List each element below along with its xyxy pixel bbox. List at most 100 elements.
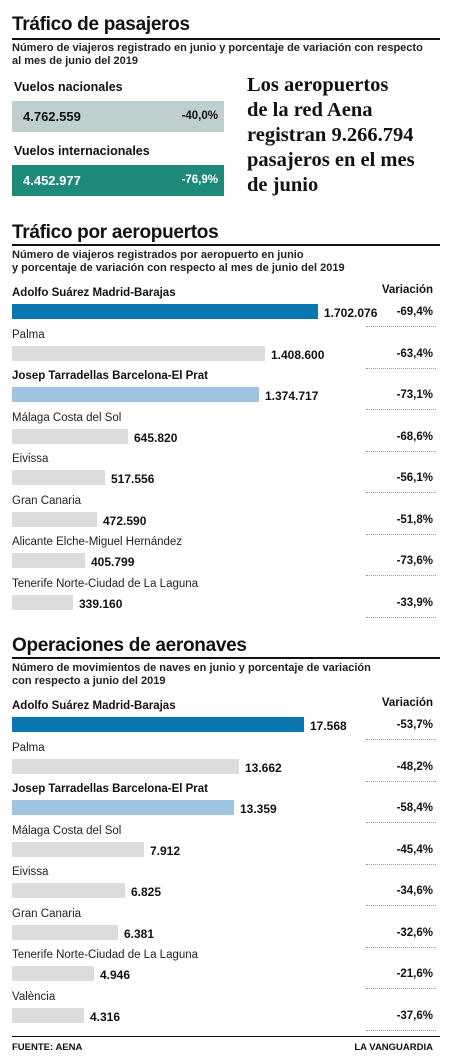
bar-value-label: 7.912 bbox=[150, 843, 181, 858]
bar bbox=[12, 758, 239, 774]
bar-label: Alicante Elche-Miguel Hernández bbox=[12, 536, 183, 548]
bar bbox=[12, 594, 73, 610]
row-separator bbox=[366, 988, 436, 989]
bar-value-label: 472.590 bbox=[103, 513, 147, 528]
section2-subtitle-line2: y porcentaje de variación con respecto a… bbox=[12, 262, 345, 274]
bar-value-label: 405.799 bbox=[91, 555, 135, 569]
bar-value-label: 1.374.717 bbox=[265, 389, 319, 403]
headline-line: de junio bbox=[247, 174, 319, 196]
nacionales-label: Vuelos nacionales bbox=[14, 80, 123, 94]
row-separator bbox=[366, 326, 436, 327]
bar-label: Eivissa bbox=[12, 453, 49, 465]
bar-value-label: 4.316 bbox=[90, 1009, 121, 1024]
bar bbox=[12, 428, 128, 444]
bar bbox=[12, 966, 94, 981]
bar bbox=[12, 1007, 84, 1023]
variation-label: -45,4% bbox=[396, 843, 433, 856]
variation-label: -51,8% bbox=[396, 513, 433, 526]
variation-label: -32,6% bbox=[396, 926, 433, 939]
headline-line: registran 9.266.794 bbox=[247, 124, 414, 146]
bar bbox=[12, 470, 105, 485]
row-separator bbox=[366, 863, 436, 865]
bar-label: Adolfo Suárez Madrid-Barajas bbox=[12, 700, 176, 712]
variation-label: -69,4% bbox=[396, 306, 433, 318]
bar-label: Gran Canaria bbox=[12, 907, 82, 920]
internacionales-pct: -76,9% bbox=[181, 174, 218, 186]
bar bbox=[12, 345, 265, 361]
section2-subtitle-line1: Número de viajeros registrados por aerop… bbox=[12, 249, 304, 261]
bar-label: Tenerife Norte-Ciudad de La Laguna bbox=[12, 949, 199, 961]
bar-label: Gran Canaria bbox=[12, 494, 82, 507]
bar bbox=[12, 304, 318, 319]
bar bbox=[12, 553, 85, 568]
bar-value-label: 517.556 bbox=[111, 472, 155, 486]
bar bbox=[12, 883, 125, 898]
variation-label: -53,7% bbox=[396, 719, 433, 731]
bar bbox=[12, 717, 304, 732]
row-separator bbox=[366, 450, 436, 452]
section3-rule bbox=[12, 657, 440, 659]
bar bbox=[12, 511, 97, 527]
variation-label: -33,9% bbox=[396, 596, 433, 609]
headline: Los aeropuertos de la red Aena registran… bbox=[247, 73, 415, 198]
row-separator bbox=[366, 946, 436, 948]
bar bbox=[12, 387, 259, 402]
bar-value-label: 17.568 bbox=[310, 719, 347, 733]
bar-label: Josep Tarradellas Barcelona-El Prat bbox=[12, 783, 209, 795]
nacionales-value: 4.762.559 bbox=[23, 109, 81, 124]
nacionales-box: 4.762.559 -40,0% bbox=[12, 101, 224, 132]
bar-label: València bbox=[12, 990, 56, 1003]
bar-value-label: 13.359 bbox=[240, 802, 277, 816]
internacionales-box: 4.452.977 -76,9% bbox=[12, 165, 224, 196]
bar bbox=[12, 841, 144, 857]
section3-title: Operaciones de aeronaves bbox=[12, 635, 247, 656]
bar-label: Adolfo Suárez Madrid-Barajas bbox=[12, 287, 176, 299]
bar-label: Palma bbox=[12, 741, 45, 754]
section1-rule bbox=[12, 38, 440, 40]
row-separator bbox=[366, 616, 436, 618]
headline-line: Los aeropuertos bbox=[247, 74, 389, 96]
section1-title: Tráfico de pasajeros bbox=[12, 14, 190, 35]
row-separator bbox=[366, 780, 436, 782]
bar-label: Málaga Costa del Sol bbox=[12, 824, 122, 837]
section1-subtitle-line1: Número de viajeros registrado en junio y… bbox=[12, 42, 423, 54]
row-separator bbox=[366, 575, 436, 576]
headline-line: de la red Aena bbox=[247, 99, 373, 121]
bar-value-label: 1.408.600 bbox=[271, 347, 325, 362]
variation-label: -73,1% bbox=[396, 389, 433, 401]
section2-title: Tráfico por aeropuertos bbox=[12, 222, 219, 243]
bar-value-label: 6.381 bbox=[124, 926, 155, 941]
variation-label: -21,6% bbox=[396, 968, 433, 980]
row-separator bbox=[366, 533, 436, 535]
row-separator bbox=[366, 367, 436, 369]
row-separator bbox=[366, 492, 436, 493]
variation-label: -63,4% bbox=[396, 347, 433, 360]
bar bbox=[12, 800, 234, 815]
variation-label: -68,6% bbox=[396, 430, 433, 443]
internacionales-value: 4.452.977 bbox=[23, 173, 81, 188]
bar-value-label: 1.702.076 bbox=[324, 306, 378, 320]
bar-label: Tenerife Norte-Ciudad de La Laguna bbox=[12, 577, 199, 590]
bar-value-label: 13.662 bbox=[245, 760, 282, 775]
variation-label: -37,6% bbox=[396, 1009, 433, 1022]
row-separator bbox=[366, 822, 436, 823]
bar-value-label: 6.825 bbox=[131, 885, 162, 899]
section3-subtitle-line1: Número de movimientos de naves en junio … bbox=[12, 662, 371, 674]
section2-variation-header: Variación bbox=[381, 284, 433, 296]
row-separator bbox=[366, 739, 436, 740]
headline-line: pasajeros en el mes bbox=[247, 149, 415, 171]
variation-label: -73,6% bbox=[396, 555, 433, 567]
nacionales-pct: -40,0% bbox=[181, 110, 218, 122]
section3-variation-header: Variación bbox=[381, 697, 433, 709]
bar-value-label: 645.820 bbox=[134, 430, 178, 445]
bar-value-label: 339.160 bbox=[79, 596, 123, 611]
row-separator bbox=[366, 1029, 436, 1031]
footer-source: FUENTE: AENA bbox=[12, 1042, 83, 1053]
bar-label: Josep Tarradellas Barcelona-El Prat bbox=[12, 370, 209, 382]
section3-subtitle-line2: con respecto a junio del 2019 bbox=[12, 675, 166, 687]
bar bbox=[12, 924, 118, 940]
bar-label: Palma bbox=[12, 328, 45, 341]
internacionales-label: Vuelos internacionales bbox=[14, 144, 150, 158]
bar-label: Málaga Costa del Sol bbox=[12, 411, 122, 424]
footer-brand: LA VANGUARDIA bbox=[354, 1042, 433, 1053]
